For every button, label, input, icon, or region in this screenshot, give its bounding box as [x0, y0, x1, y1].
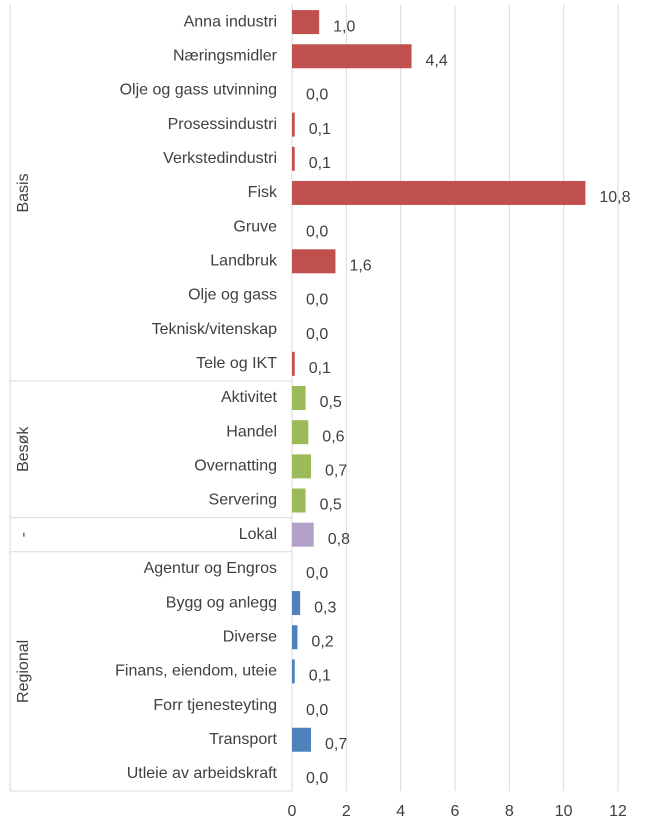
x-tick-label: 4: [396, 803, 405, 820]
y-tick-label: Teknisk/vitenskap: [152, 321, 277, 338]
y-tick-label: Anna industri: [184, 13, 277, 30]
y-tick-label: Prosessindustri: [168, 116, 277, 133]
data-label: 0,8: [328, 531, 350, 548]
data-label: 0,3: [314, 599, 336, 616]
data-label: 0,7: [325, 463, 347, 480]
y-tick-label: Forr tjenesteyting: [153, 697, 277, 714]
y-tick-label: Fisk: [248, 184, 278, 201]
bar: [292, 112, 295, 137]
data-label: 0,1: [309, 121, 331, 138]
y-tick-label: Finans, eiendom, uteie: [115, 663, 277, 680]
y-tick-label: Olje og gass: [188, 287, 277, 304]
bar: [292, 180, 586, 205]
data-label: 0,1: [309, 360, 331, 377]
y-tick-label: Servering: [209, 492, 277, 509]
y-tick-label: Transport: [209, 731, 277, 748]
bar: [292, 488, 306, 513]
y-tick-label: Handel: [226, 423, 277, 440]
bar: [292, 44, 412, 69]
data-label: 0,5: [320, 497, 342, 514]
y-tick-label: Gruve: [233, 218, 277, 235]
bar: [292, 386, 306, 410]
data-label: 0,2: [311, 633, 333, 650]
data-label: 0,6: [322, 428, 344, 445]
y-tick-label: Overnatting: [194, 458, 277, 475]
bar: [292, 659, 295, 684]
bar: [292, 146, 295, 171]
bar: [292, 454, 312, 479]
y-tick-label: Verkstedindustri: [163, 150, 277, 167]
y-tick-label: Bygg og anlegg: [166, 594, 277, 611]
bar: [292, 351, 295, 376]
data-label: 0,0: [306, 87, 328, 104]
x-tick-label: 10: [555, 803, 573, 820]
bar: [292, 420, 309, 445]
data-label: 0,5: [320, 394, 342, 411]
data-label: 0,7: [325, 736, 347, 753]
y-tick-label: Landbruk: [210, 253, 278, 270]
group-label: Regional: [15, 640, 32, 703]
data-label: 0,0: [306, 702, 328, 719]
data-label: 1,6: [349, 258, 371, 275]
data-label: 0,0: [306, 223, 328, 240]
y-tick-label: Næringsmidler: [173, 47, 278, 64]
bar: [292, 522, 314, 547]
x-tick-label: 2: [342, 803, 351, 820]
data-label: 0,0: [306, 770, 328, 787]
data-label: 0,0: [306, 565, 328, 582]
x-tick-label: 8: [505, 803, 514, 820]
bar: [292, 625, 298, 650]
data-label: 10,8: [599, 189, 630, 206]
data-label: 0,0: [306, 326, 328, 343]
data-label: 0,1: [309, 668, 331, 685]
y-tick-label: Utleie av arbeidskraft: [127, 765, 278, 782]
bar: [292, 591, 301, 616]
data-label: 0,0: [306, 292, 328, 309]
data-label: 4,4: [426, 52, 448, 69]
bar: [292, 10, 320, 35]
data-label: 0,1: [309, 155, 331, 172]
bar: [292, 249, 336, 274]
y-tick-label: Aktivitet: [221, 389, 278, 406]
bar: [292, 727, 312, 752]
x-tick-label: 0: [288, 803, 297, 820]
y-tick-label: Olje og gass utvinning: [120, 82, 277, 99]
x-tick-label: 6: [451, 803, 460, 820]
y-tick-label: Lokal: [239, 526, 277, 543]
data-label: 1,0: [333, 18, 355, 35]
y-tick-label: Agentur og Engros: [144, 560, 277, 577]
group-label: Besøk: [15, 426, 32, 472]
group-label: -: [15, 532, 32, 537]
y-tick-label: Diverse: [223, 628, 277, 645]
y-tick-label: Tele og IKT: [196, 355, 277, 372]
x-tick-label: 12: [609, 803, 627, 820]
group-label: Basis: [15, 173, 32, 212]
